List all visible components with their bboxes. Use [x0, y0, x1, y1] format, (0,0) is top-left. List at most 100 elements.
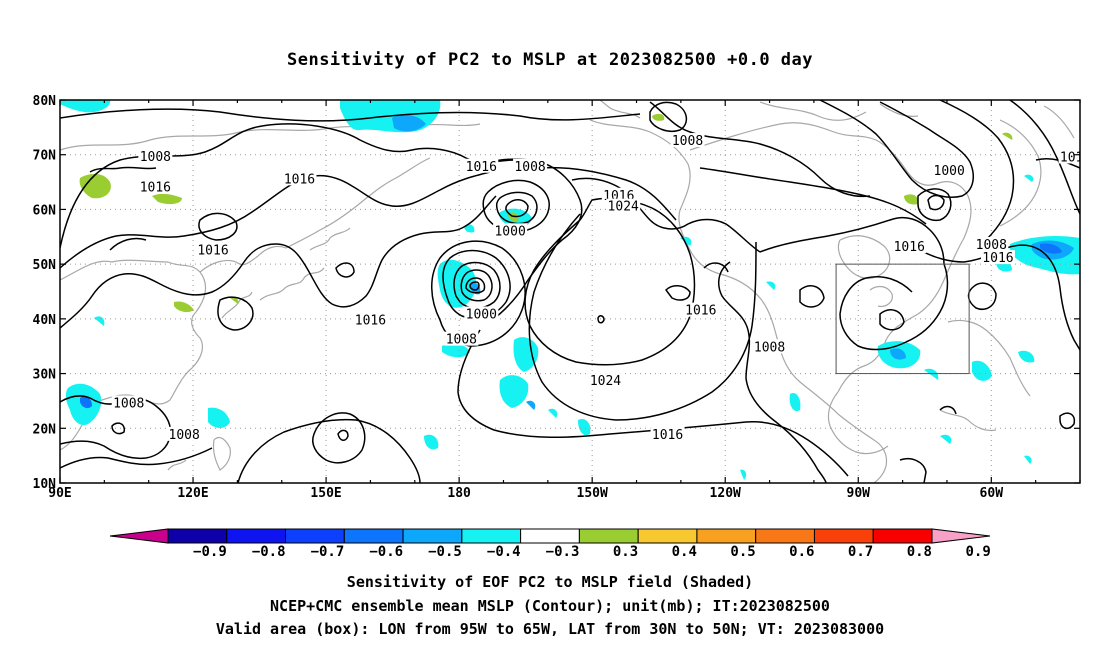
contour-label: 1008 — [976, 238, 1007, 253]
contour-label: 1024 — [608, 200, 639, 215]
lon-tick-label: 150E — [310, 486, 341, 501]
caption-valid-area: Valid area (box): LON from 95W to 65W, L… — [215, 620, 885, 638]
contour-label: 1008 — [140, 150, 171, 165]
contour-label: 1016 — [284, 172, 315, 187]
colorbar-swatch — [578, 528, 639, 544]
contour-label-bg — [601, 187, 636, 202]
colorbar-label: 0.3 — [613, 544, 638, 560]
contour-label: 1000 — [934, 164, 965, 179]
lat-tick-label: 70N — [33, 149, 57, 164]
lat-tick-label: 30N — [33, 368, 57, 383]
contour-label: 1016 — [894, 240, 925, 255]
contour-label-bg — [606, 198, 641, 213]
contour-label-bg — [464, 306, 499, 321]
lon-tick-label: 120E — [177, 486, 208, 501]
contour-label-bg — [974, 236, 1009, 251]
contour-label-bg — [138, 179, 173, 194]
contour-label: 1008 — [514, 160, 545, 175]
colorbar-swatch — [520, 528, 580, 544]
lon-tick-label: 150W — [577, 486, 608, 501]
colorbar-label: 0.8 — [907, 544, 932, 560]
contour-label: 1016 — [685, 304, 716, 319]
colorbar-label: −0.4 — [487, 544, 521, 560]
colorbar-label: −0.7 — [311, 544, 345, 560]
lat-tick-label: 50N — [33, 258, 57, 273]
contour-label-bg — [282, 171, 317, 186]
colorbar-swatch — [402, 528, 463, 544]
contour-label-bg — [353, 312, 388, 327]
contour-label: 1024 — [590, 374, 621, 389]
lon-tick-label: 60W — [980, 486, 1004, 501]
contour-label-bg — [196, 242, 230, 257]
lat-tick-label: 40N — [33, 313, 57, 328]
colorbar-swatch — [813, 528, 874, 544]
contour-label-bg — [1058, 149, 1080, 164]
axis-ticks — [59, 99, 1081, 484]
contour-label: 1008 — [169, 428, 200, 443]
colorbar-label: −0.3 — [546, 544, 580, 560]
contour-label: 1016 — [355, 313, 386, 328]
contour-label-bg — [892, 239, 927, 254]
contour-label-bg — [588, 373, 623, 388]
lon-tick-label: 180 — [447, 486, 471, 501]
colorbar-swatch — [343, 528, 404, 544]
contour-label: 1008 — [113, 397, 144, 412]
colorbar-label: 0.7 — [848, 544, 873, 560]
lon-tick-label: 120W — [710, 486, 741, 501]
lat-tick-label: 80N — [33, 94, 57, 109]
colorbar-label: 0.4 — [672, 544, 697, 560]
contour-label: 1016 — [140, 181, 171, 196]
colorbar-label: −0.8 — [252, 544, 286, 560]
contour-label: 1016 — [466, 160, 497, 175]
colorbar — [109, 528, 991, 544]
contour-label: 1000 — [466, 307, 497, 322]
colorbar-label: 0.9 — [965, 544, 990, 560]
colorbar-label: −0.6 — [369, 544, 403, 560]
contour-label: 1016 — [197, 243, 228, 258]
contour-label-bg — [111, 395, 146, 410]
contour-label-bg — [138, 148, 173, 163]
contour-label-bg — [464, 158, 499, 173]
contour-label: 1016 — [1060, 150, 1091, 165]
colorbar-swatch — [226, 528, 287, 544]
colorbar-swatch — [637, 528, 698, 544]
contour-label-bg — [932, 163, 967, 178]
contour-label-bg — [493, 223, 528, 238]
lon-tick-label: 90W — [847, 486, 871, 501]
colorbar-swatch — [755, 528, 815, 544]
map-title: Sensitivity of PC2 to MSLP at 2023082500… — [286, 50, 813, 70]
colorbar-swatch — [461, 528, 522, 544]
valid-area-box — [835, 263, 970, 375]
colorbar-label: −0.5 — [428, 544, 462, 560]
contour-label: 1016 — [652, 428, 683, 443]
lat-tick-label: 10N — [33, 477, 57, 492]
caption-shading: Sensitivity of EOF PC2 to MSLP field (Sh… — [346, 573, 754, 591]
contour-label-bg — [513, 158, 548, 173]
colorbar-label: −0.9 — [193, 544, 227, 560]
contour-label-bg — [167, 426, 202, 441]
lat-tick-label: 60N — [33, 203, 57, 218]
colorbar-swatch — [696, 528, 757, 544]
contour-label-bg — [650, 426, 685, 441]
colorbar-label: 0.5 — [730, 544, 755, 560]
contour-label: 1008 — [754, 340, 785, 355]
colorbar-labels: −0.9 −0.8 −0.7 −0.6 −0.5 −0.4 −0.3 0.3 0.4 0.5 0.6… — [193, 544, 991, 560]
lon-tick-label: 90E — [48, 486, 71, 501]
contour-label: 1000 — [494, 224, 525, 239]
contour-label-bg — [444, 331, 479, 346]
contour-label-bg — [752, 339, 787, 354]
contour-label-bg — [683, 302, 718, 317]
map-frame — [59, 99, 1081, 484]
lat-tick-label: 20N — [33, 422, 57, 437]
caption-contour: NCEP+CMC ensemble mean MSLP (Contour); u… — [270, 597, 830, 615]
contour-label-bg — [670, 133, 705, 148]
contour-label: 1008 — [672, 134, 703, 149]
sensitivity-shading — [60, 100, 1080, 480]
colorbar-high-triangle — [931, 528, 991, 544]
contour-label: 1016 — [982, 251, 1013, 266]
colorbar-swatch — [167, 528, 228, 544]
